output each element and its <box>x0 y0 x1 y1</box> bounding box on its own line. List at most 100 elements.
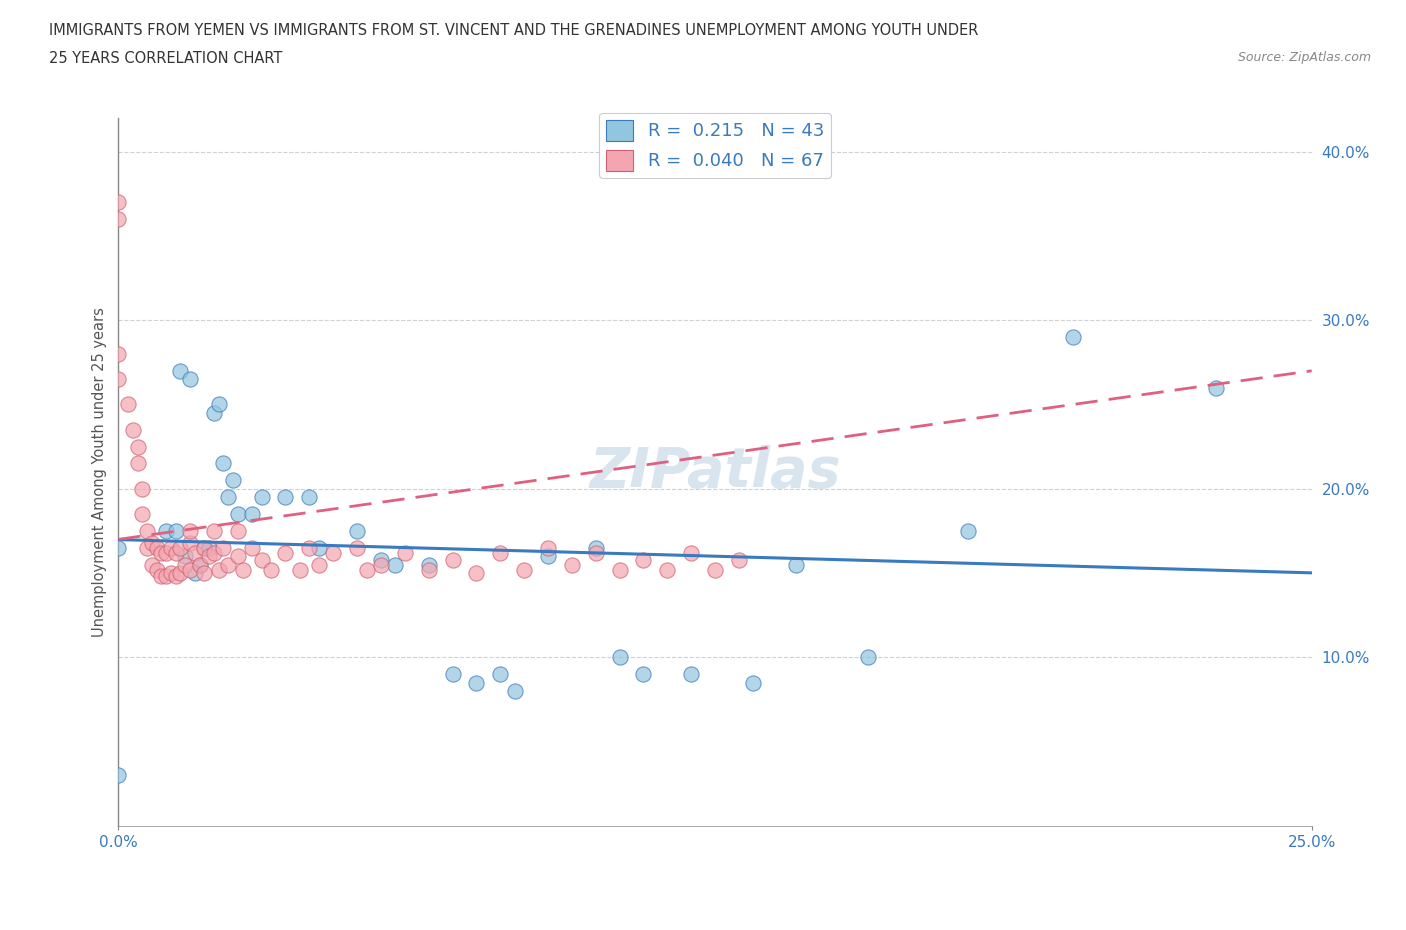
Point <box>633 667 655 682</box>
Point <box>274 490 297 505</box>
Point <box>370 557 392 572</box>
Point <box>681 667 703 682</box>
Point <box>179 563 201 578</box>
Point <box>188 557 211 572</box>
Point <box>657 563 679 578</box>
Point <box>217 490 239 505</box>
Point <box>489 667 512 682</box>
Point <box>322 545 344 560</box>
Point <box>141 536 163 551</box>
Point <box>561 557 583 572</box>
Point <box>117 397 139 412</box>
Point <box>232 563 254 578</box>
Point <box>193 540 215 555</box>
Point <box>179 372 201 387</box>
Point <box>260 563 283 578</box>
Point <box>585 540 607 555</box>
Point <box>465 675 488 690</box>
Point <box>136 524 159 538</box>
Point <box>208 397 231 412</box>
Point <box>418 563 440 578</box>
Point <box>585 545 607 560</box>
Point <box>537 549 560 564</box>
Point <box>165 524 187 538</box>
Point <box>160 565 183 580</box>
Point <box>160 540 183 555</box>
Point <box>184 545 207 560</box>
Point <box>226 507 249 522</box>
Point <box>107 194 129 209</box>
Point <box>202 545 225 560</box>
Point <box>212 540 235 555</box>
Point <box>222 472 245 487</box>
Point <box>121 422 143 437</box>
Point <box>513 563 536 578</box>
Point <box>107 540 129 555</box>
Point <box>198 549 221 564</box>
Point <box>274 545 297 560</box>
Point <box>250 490 273 505</box>
Point <box>226 549 249 564</box>
Point <box>1205 380 1227 395</box>
Point <box>150 545 173 560</box>
Point <box>174 549 197 564</box>
Point <box>503 684 526 698</box>
Point <box>785 557 807 572</box>
Point <box>226 524 249 538</box>
Point <box>165 545 187 560</box>
Point <box>193 565 215 580</box>
Point <box>633 552 655 567</box>
Point <box>155 545 177 560</box>
Point <box>308 557 330 572</box>
Point <box>465 565 488 580</box>
Point <box>136 540 159 555</box>
Legend: R =  0.215   N = 43, R =  0.040   N = 67: R = 0.215 N = 43, R = 0.040 N = 67 <box>599 113 831 178</box>
Point <box>127 456 149 471</box>
Point <box>169 364 191 379</box>
Point <box>198 540 221 555</box>
Point <box>141 557 163 572</box>
Point <box>418 557 440 572</box>
Point <box>179 536 201 551</box>
Point <box>165 569 187 584</box>
Point <box>107 212 129 227</box>
Point <box>384 557 406 572</box>
Point <box>356 563 378 578</box>
Point <box>609 563 631 578</box>
Point <box>441 552 464 567</box>
Point <box>298 540 321 555</box>
Y-axis label: Unemployment Among Youth under 25 years: Unemployment Among Youth under 25 years <box>93 307 107 637</box>
Point <box>107 768 129 783</box>
Point <box>107 347 129 362</box>
Point <box>217 557 239 572</box>
Point <box>131 482 153 497</box>
Point <box>704 563 727 578</box>
Point <box>728 552 751 567</box>
Point <box>346 524 368 538</box>
Point <box>208 563 231 578</box>
Point <box>298 490 321 505</box>
Point <box>145 563 167 578</box>
Point <box>441 667 464 682</box>
Point <box>155 524 177 538</box>
Text: IMMIGRANTS FROM YEMEN VS IMMIGRANTS FROM ST. VINCENT AND THE GRENADINES UNEMPLOY: IMMIGRANTS FROM YEMEN VS IMMIGRANTS FROM… <box>49 23 979 38</box>
Point <box>169 540 191 555</box>
Point <box>1062 329 1084 344</box>
Point <box>250 552 273 567</box>
Point <box>145 540 167 555</box>
Point <box>537 540 560 555</box>
Point <box>240 540 263 555</box>
Point <box>184 565 207 580</box>
Point <box>609 650 631 665</box>
Point <box>179 524 201 538</box>
Point <box>742 675 765 690</box>
Text: Source: ZipAtlas.com: Source: ZipAtlas.com <box>1237 51 1371 64</box>
Point <box>212 456 235 471</box>
Point <box>127 439 149 454</box>
Point <box>681 545 703 560</box>
Point <box>346 540 368 555</box>
Point <box>394 545 416 560</box>
Text: ZIPatlas: ZIPatlas <box>589 445 841 498</box>
Point <box>288 563 311 578</box>
Point <box>107 372 129 387</box>
